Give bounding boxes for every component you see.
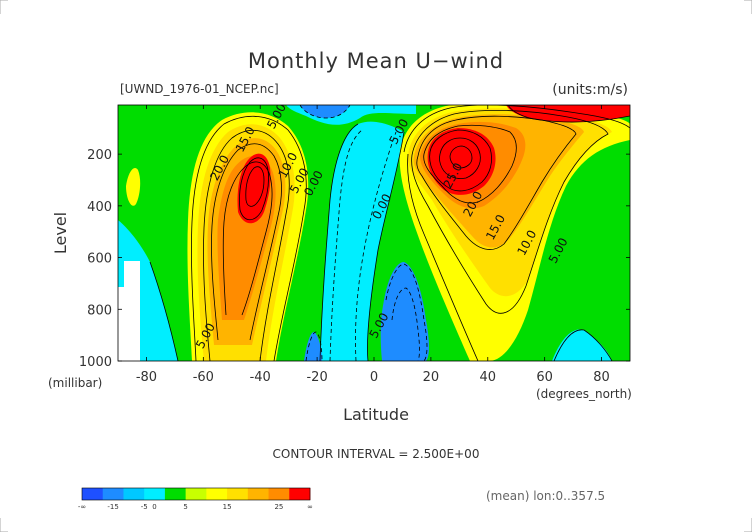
y-axis-units: (millibar) bbox=[48, 376, 102, 390]
x-tick-label: -80 bbox=[136, 370, 157, 385]
x-axis-title: Latitude bbox=[343, 405, 409, 424]
y-axis-title: Level bbox=[51, 212, 70, 254]
easterly-region-tropics bbox=[320, 121, 404, 361]
contour-interval: CONTOUR INTERVAL = 2.500E+00 bbox=[273, 447, 480, 461]
color-bar-label: ∞ bbox=[307, 503, 313, 511]
color-bar-frame bbox=[81, 487, 311, 501]
color-bar-swatch bbox=[289, 488, 311, 500]
color-bar bbox=[81, 487, 311, 501]
color-bar-swatch bbox=[185, 488, 207, 500]
contour-field: 15.05.0020.010.05.000.000.005.005.000.00… bbox=[118, 105, 630, 361]
easterly-core-blue bbox=[380, 262, 429, 361]
y-tick-label: 600 bbox=[87, 252, 112, 267]
color-bar-label: 15 bbox=[223, 503, 232, 511]
negative-contour-lines bbox=[299, 105, 428, 361]
missing-data-step bbox=[118, 261, 124, 287]
x-tick-label: 60 bbox=[536, 370, 553, 385]
x-tick-label: 80 bbox=[593, 370, 610, 385]
nh-top-core bbox=[506, 105, 630, 123]
color-bar-label: -15 bbox=[107, 503, 118, 511]
file-label: [UWND_1976-01_NCEP.nc] bbox=[120, 82, 279, 96]
color-bar-swatch bbox=[123, 488, 145, 500]
y-tick-label: 800 bbox=[87, 303, 112, 318]
units-label: (units:m/s) bbox=[552, 82, 628, 98]
chart-title: Monthly Mean U−wind bbox=[248, 49, 504, 73]
color-bar-labels: -∞ -15 -5 0 5 15 25 ∞ bbox=[78, 503, 313, 511]
easterly-small-1 bbox=[304, 332, 322, 361]
y-tick-label: 200 bbox=[87, 148, 112, 163]
color-bar-swatch bbox=[102, 488, 124, 500]
y-tick-label: 1000 bbox=[79, 355, 112, 370]
x-axis-units: (degrees_north) bbox=[536, 387, 632, 401]
x-tick-label: -40 bbox=[250, 370, 271, 385]
footer-note: (mean) lon:0..357.5 bbox=[486, 489, 605, 503]
color-bar-swatch bbox=[164, 488, 187, 500]
color-bar-label: -∞ bbox=[78, 503, 86, 511]
sh-polar-yellow bbox=[126, 167, 141, 206]
y-tick-label: 400 bbox=[87, 200, 112, 215]
easterly-core-top bbox=[300, 105, 350, 118]
y-axis: 200 400 600 800 1000 bbox=[79, 148, 630, 370]
color-bar-swatch bbox=[247, 488, 269, 500]
x-tick-label: -60 bbox=[193, 370, 214, 385]
contour-lines bbox=[149, 105, 630, 361]
color-bar-label: -5 bbox=[141, 503, 148, 511]
x-tick-label: -20 bbox=[306, 370, 327, 385]
color-bar-label: 25 bbox=[274, 503, 283, 511]
color-bar-swatch bbox=[268, 488, 290, 500]
easterly-region-nh-surface bbox=[552, 329, 612, 361]
color-bar-swatch bbox=[82, 488, 104, 500]
x-tick-label: 0 bbox=[370, 370, 378, 385]
color-bar-swatch bbox=[206, 488, 228, 500]
x-tick-label: 40 bbox=[480, 370, 497, 385]
x-tick-label: 20 bbox=[423, 370, 440, 385]
color-bar-swatch bbox=[227, 488, 249, 500]
x-axis: -80 -60 -40 -20 0 20 40 60 80 bbox=[136, 105, 610, 385]
color-bar-label: 0 bbox=[152, 503, 156, 511]
color-bar-swatch bbox=[144, 488, 166, 500]
color-bar-label: 5 bbox=[183, 503, 187, 511]
